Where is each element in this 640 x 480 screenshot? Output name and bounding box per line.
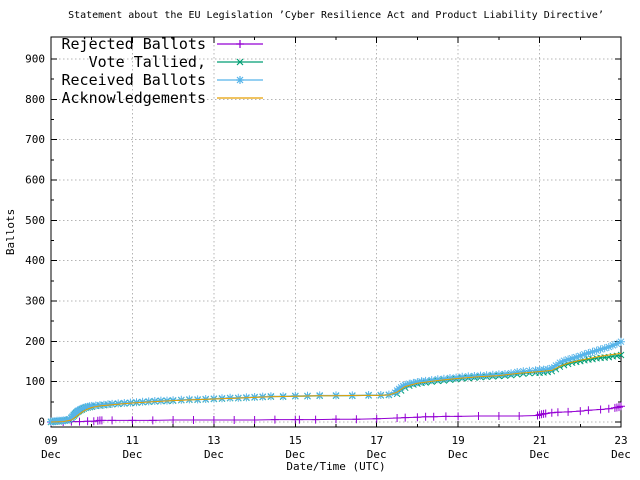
series-rejected-ballots [47, 402, 625, 426]
x-tick-day-label: 11 [126, 434, 139, 447]
legend-plus-marker [236, 40, 244, 48]
legend-label: Vote Tallied, [89, 53, 206, 71]
x-tick-month-label: Dec [448, 448, 468, 461]
legend-label: Received Ballots [62, 71, 207, 89]
y-tick-label: 700 [25, 133, 45, 146]
x-tick-day-label: 09 [44, 434, 57, 447]
data-series [47, 337, 625, 426]
x-tick-day-label: 17 [370, 434, 383, 447]
y-tick-label: 0 [38, 416, 45, 429]
x-tick-day-label: 23 [614, 434, 627, 447]
legend-cross-marker [236, 58, 244, 66]
legend-entry-received-ballots: Received Ballots [62, 71, 263, 89]
y-tick-label: 600 [25, 174, 45, 187]
x-tick-day-label: 19 [451, 434, 464, 447]
chart-title: Statement about the EU Legislation ’Cybe… [68, 10, 604, 21]
x-axis-label: Date/Time (UTC) [286, 460, 385, 473]
legend-entry-vote-tallied: Vote Tallied, [89, 53, 263, 71]
y-axis-label: Ballots [4, 209, 17, 255]
y-tick-label: 400 [25, 254, 45, 267]
x-tick-month-label: Dec [122, 448, 142, 461]
x-tick-month-label: Dec [530, 448, 550, 461]
legend-star-marker [236, 76, 244, 84]
legend-entry-rejected-ballots: Rejected Ballots [62, 35, 263, 53]
y-tick-label: 500 [25, 214, 45, 227]
x-tick-day-label: 15 [289, 434, 302, 447]
legend-entry-acknowledgements: Acknowledgements [62, 89, 263, 107]
x-tick-day-label: 13 [207, 434, 220, 447]
x-tick-month-label: Dec [285, 448, 305, 461]
y-tick-label: 800 [25, 93, 45, 106]
legend-label: Rejected Ballots [62, 35, 207, 53]
y-tick-label: 300 [25, 295, 45, 308]
y-tick-label: 900 [25, 53, 45, 66]
x-tick-month-label: Dec [41, 448, 61, 461]
x-tick-month-label: Dec [367, 448, 387, 461]
series-line [50, 352, 622, 423]
axis-tick-labels: 010020030040050060070080090009Dec11Dec13… [25, 53, 631, 462]
series-acknowledgements [50, 352, 622, 423]
x-tick-month-label: Dec [611, 448, 631, 461]
y-tick-label: 200 [25, 335, 45, 348]
legend-label: Acknowledgements [62, 89, 207, 107]
x-tick-day-label: 21 [533, 434, 546, 447]
x-tick-month-label: Dec [204, 448, 224, 461]
y-tick-label: 100 [25, 375, 45, 388]
